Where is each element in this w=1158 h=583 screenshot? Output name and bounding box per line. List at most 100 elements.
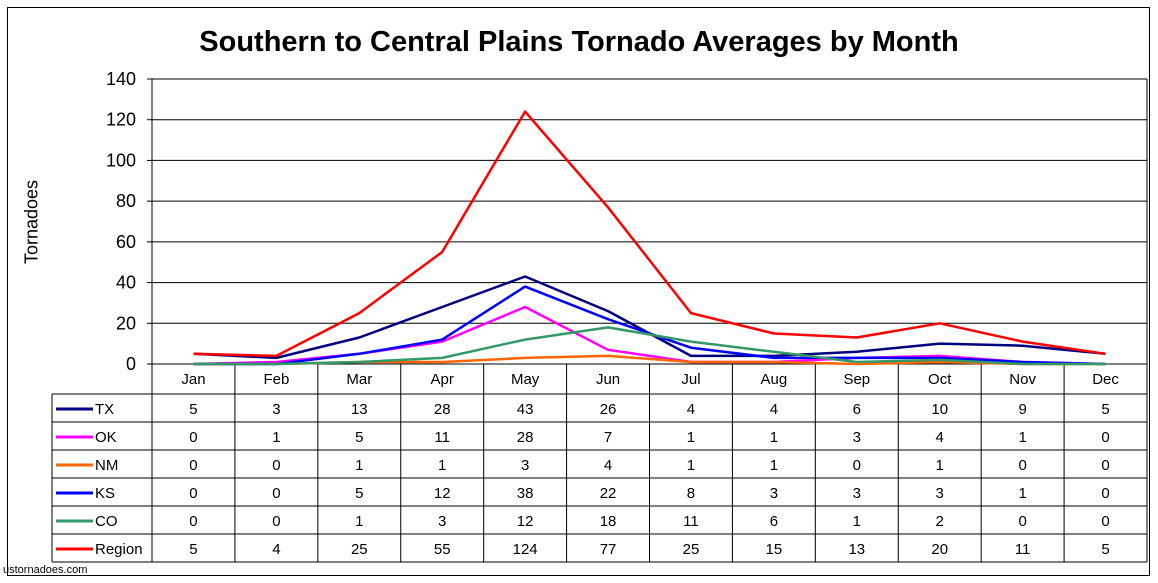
table-cell: 25 <box>351 541 368 558</box>
table-cell: 3 <box>521 457 529 474</box>
table-cell: 55 <box>434 541 451 558</box>
table-cell: 0 <box>1101 429 1109 446</box>
series-line-tx <box>193 275 1106 360</box>
table-cell: 25 <box>683 541 700 558</box>
x-tick-label: Aug <box>761 371 788 388</box>
table-cell: 3 <box>853 429 861 446</box>
y-tick-label: 0 <box>126 354 136 374</box>
table-cell: 11 <box>1015 541 1031 558</box>
x-tick-label: Nov <box>1009 371 1036 388</box>
table-cell: 1 <box>770 457 778 474</box>
table-cell: 4 <box>770 401 778 418</box>
x-tick-label: Apr <box>431 371 454 388</box>
x-tick-label: Jul <box>681 371 700 388</box>
table-cell: 0 <box>189 485 197 502</box>
table-cell: 1 <box>687 457 695 474</box>
x-tick-label: Mar <box>346 371 372 388</box>
table-cell: 13 <box>848 541 865 558</box>
x-tick-label: Sep <box>843 371 870 388</box>
table-cell: 1 <box>1018 429 1026 446</box>
table-cell: 5 <box>1101 401 1109 418</box>
table-cell: 3 <box>770 485 778 502</box>
x-tick-label: Dec <box>1092 371 1119 388</box>
y-tick-label: 20 <box>116 313 136 333</box>
legend-label: CO <box>95 513 118 530</box>
table-cell: 4 <box>272 541 280 558</box>
table-cell: 0 <box>189 429 197 446</box>
table-cell: 77 <box>600 541 617 558</box>
y-tick-label: 140 <box>106 69 136 89</box>
table-cell: 2 <box>936 513 944 530</box>
x-tick-label: May <box>511 371 540 388</box>
table-cell: 12 <box>517 513 534 530</box>
x-tick-label: Feb <box>263 371 289 388</box>
table-cell: 8 <box>687 485 695 502</box>
source-credit: ustornadoes.com <box>3 564 88 576</box>
table-cell: 11 <box>683 513 699 530</box>
table-cell: 0 <box>1018 457 1026 474</box>
table-cell: 0 <box>189 457 197 474</box>
legend-label: TX <box>95 401 114 418</box>
table-cell: 26 <box>600 401 617 418</box>
table-cell: 0 <box>189 513 197 530</box>
table-cell: 18 <box>600 513 617 530</box>
x-tick-label: Jun <box>596 371 620 388</box>
legend-label: NM <box>95 457 118 474</box>
y-tick-label: 100 <box>106 150 136 170</box>
table-cell: 6 <box>770 513 778 530</box>
table-cell: 1 <box>272 429 280 446</box>
table-cell: 1 <box>853 513 861 530</box>
table-cell: 28 <box>517 429 534 446</box>
table-cell: 7 <box>604 429 612 446</box>
table-cell: 1 <box>1018 485 1026 502</box>
series-line-region <box>193 110 1106 358</box>
legend-label: KS <box>95 485 115 502</box>
table-cell: 0 <box>272 485 280 502</box>
legend-label: Region <box>95 541 143 558</box>
table-cell: 0 <box>1101 485 1109 502</box>
table-cell: 38 <box>517 485 534 502</box>
table-cell: 0 <box>272 513 280 530</box>
chart-title: Southern to Central Plains Tornado Avera… <box>199 26 959 58</box>
table-cell: 1 <box>687 429 695 446</box>
table-cell: 1 <box>355 457 363 474</box>
table-cell: 10 <box>931 401 948 418</box>
series-line-co <box>193 326 1106 366</box>
table-cell: 0 <box>1101 513 1109 530</box>
table-cell: 5 <box>355 485 363 502</box>
table-cell: 9 <box>1018 401 1026 418</box>
chart-frame <box>7 7 1150 576</box>
table-cell: 1 <box>355 513 363 530</box>
series-line-ks <box>193 285 1106 366</box>
table-cell: 4 <box>604 457 612 474</box>
table-cell: 4 <box>687 401 695 418</box>
table-cell: 3 <box>936 485 944 502</box>
y-tick-label: 60 <box>116 232 136 252</box>
table-cell: 3 <box>272 401 280 418</box>
table-cell: 5 <box>1101 541 1109 558</box>
table-cell: 20 <box>931 541 948 558</box>
table-cell: 4 <box>936 429 944 446</box>
legend-label: OK <box>95 429 117 446</box>
table-cell: 15 <box>766 541 783 558</box>
table-cell: 0 <box>1101 457 1109 474</box>
table-cell: 43 <box>517 401 534 418</box>
x-tick-label: Oct <box>928 371 952 388</box>
table-cell: 6 <box>853 401 861 418</box>
table-cell: 12 <box>434 485 451 502</box>
table-cell: 22 <box>600 485 617 502</box>
table-cell: 1 <box>770 429 778 446</box>
table-cell: 11 <box>434 429 450 446</box>
table-cell: 3 <box>853 485 861 502</box>
table-cell: 0 <box>853 457 861 474</box>
x-tick-label: Jan <box>181 371 205 388</box>
y-tick-label: 120 <box>106 110 136 130</box>
y-tick-label: 40 <box>116 273 136 293</box>
table-cell: 28 <box>434 401 451 418</box>
table-cell: 3 <box>438 513 446 530</box>
table-cell: 5 <box>189 401 197 418</box>
table-cell: 1 <box>438 457 446 474</box>
table-cell: 1 <box>936 457 944 474</box>
table-cell: 5 <box>355 429 363 446</box>
